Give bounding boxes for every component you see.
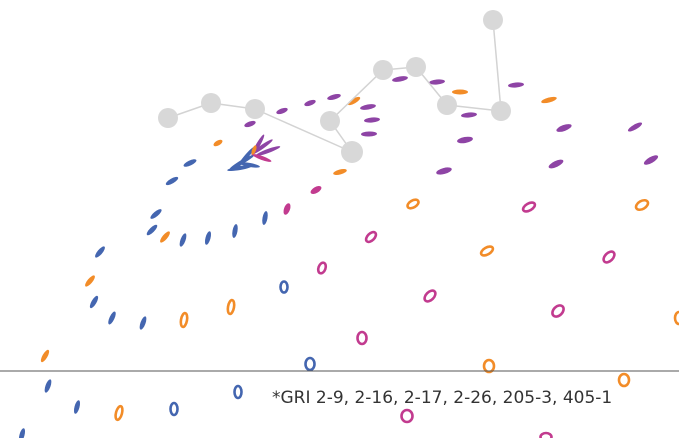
ring (400, 408, 414, 424)
ring (114, 404, 124, 422)
dash (360, 104, 376, 110)
edge (329, 69, 384, 122)
dash (364, 117, 380, 123)
dash (541, 96, 557, 104)
decoration-rings (114, 198, 679, 438)
dash (237, 146, 255, 168)
ring (551, 304, 565, 318)
ring (479, 245, 495, 257)
ring (279, 280, 289, 294)
node (491, 101, 511, 121)
dash (146, 224, 158, 236)
ring (304, 356, 316, 372)
dash (150, 209, 162, 219)
dash (255, 146, 281, 156)
dash (139, 316, 147, 330)
dash (244, 120, 256, 128)
node (158, 108, 178, 128)
dash (283, 203, 291, 215)
node (437, 95, 457, 115)
ring (539, 431, 553, 438)
node (373, 60, 393, 80)
node (406, 57, 426, 77)
dash (643, 155, 659, 165)
ring (634, 198, 650, 212)
dash (165, 176, 179, 186)
dash (232, 224, 238, 238)
dash (556, 124, 572, 132)
dash (276, 107, 288, 115)
dash (333, 168, 347, 176)
dash (361, 131, 377, 137)
dash (461, 112, 477, 118)
dash (436, 167, 452, 175)
dash (213, 139, 223, 147)
dash (89, 295, 99, 309)
dash (183, 159, 197, 167)
node (483, 10, 503, 30)
dash (304, 99, 316, 107)
node (320, 111, 340, 131)
dash (392, 76, 408, 82)
dash (44, 379, 52, 393)
dash (240, 162, 260, 168)
ring (482, 358, 496, 374)
dash (508, 82, 524, 88)
ring (423, 289, 437, 303)
edge (254, 108, 353, 153)
dash (457, 136, 473, 144)
dash (452, 89, 468, 95)
node (245, 99, 265, 119)
ring (521, 201, 537, 213)
ring (179, 311, 189, 329)
dash (73, 400, 81, 414)
footnote: *GRI 2-9, 2-16, 2-17, 2-26, 205-3, 405-1 (272, 388, 612, 408)
ring (406, 198, 420, 210)
dash (160, 231, 170, 243)
dash (252, 154, 272, 162)
ring (673, 310, 679, 326)
dash (429, 79, 445, 85)
node (341, 141, 363, 163)
dash (627, 122, 643, 132)
ring (169, 401, 179, 417)
node (201, 93, 221, 113)
dash (40, 349, 50, 363)
decoration-burst (227, 134, 281, 171)
ring (356, 330, 368, 346)
dash (227, 165, 253, 171)
ring (226, 298, 236, 316)
dash (262, 211, 268, 225)
dash (251, 145, 257, 155)
ring (602, 250, 616, 264)
decoration-dashes (18, 76, 659, 438)
dash (95, 246, 105, 258)
dash (85, 275, 95, 287)
dash (548, 159, 564, 169)
dash (347, 96, 361, 106)
dash (310, 186, 322, 194)
dash (327, 93, 341, 101)
dash (18, 428, 26, 438)
ring (316, 261, 328, 275)
ring (233, 384, 243, 400)
dash (108, 311, 116, 325)
dash (179, 233, 187, 247)
edge (492, 19, 502, 112)
ring (364, 230, 378, 244)
dash (204, 231, 212, 245)
network-graphic (158, 10, 511, 163)
ring (617, 372, 631, 388)
